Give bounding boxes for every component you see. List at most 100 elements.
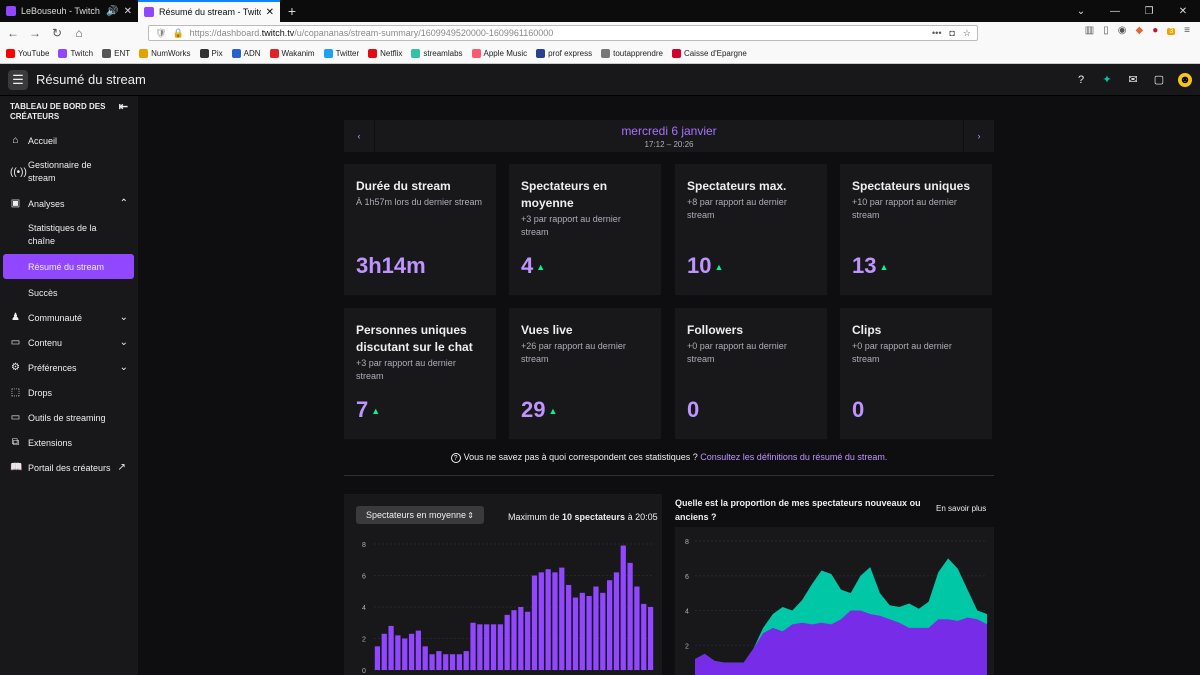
- learn-more-link[interactable]: En savoir plus: [936, 504, 987, 513]
- metric-select[interactable]: Spectateurs en moyenne ⇕: [356, 506, 484, 524]
- account-icon[interactable]: ◉: [1117, 25, 1127, 36]
- viewer-bar[interactable]: [429, 654, 435, 670]
- sparkle-icon[interactable]: ✦: [1102, 74, 1112, 86]
- sidebar-subitem-achievements[interactable]: Succès: [28, 287, 58, 298]
- viewer-bar[interactable]: [531, 575, 538, 671]
- viewer-bar[interactable]: [497, 624, 503, 670]
- extension-icon[interactable]: ◆: [1135, 25, 1144, 36]
- viewer-bar[interactable]: [538, 572, 544, 670]
- viewer-bar[interactable]: [606, 580, 613, 670]
- sidebar-item-streaming-tools[interactable]: ▭ Outils de streaming: [10, 412, 106, 423]
- sidebar-icon[interactable]: ▯: [1103, 25, 1109, 36]
- bookmark-item[interactable]: Caisse d'Epargne: [671, 49, 747, 58]
- viewer-bar[interactable]: [518, 607, 524, 670]
- viewer-bar[interactable]: [593, 586, 599, 670]
- minimize-icon[interactable]: —: [1110, 5, 1120, 17]
- viewer-bar[interactable]: [552, 572, 558, 670]
- viewer-bar[interactable]: [545, 569, 551, 670]
- viewer-bar[interactable]: [511, 610, 517, 670]
- viewer-bar[interactable]: [408, 633, 415, 670]
- sidebar-item-creator-portal[interactable]: 📖 Portail des créateurs ↗: [10, 462, 126, 473]
- sidebar-item-communaute[interactable]: ♟ Communauté ⌄: [11, 312, 128, 323]
- viewer-bar[interactable]: [395, 635, 401, 670]
- avatar[interactable]: ☻: [1178, 72, 1192, 87]
- reload-icon[interactable]: ↻: [51, 26, 63, 40]
- browser-tab[interactable]: LeBouseuh - Twitch 🔊 ✕: [0, 0, 138, 22]
- ublock-icon[interactable]: ●: [1152, 25, 1159, 36]
- viewer-bar[interactable]: [579, 592, 585, 670]
- forward-icon[interactable]: →: [29, 26, 41, 40]
- viewer-bar[interactable]: [456, 654, 462, 670]
- viewer-bar[interactable]: [402, 638, 408, 671]
- bookmark-item[interactable]: ADN: [231, 49, 261, 58]
- viewer-bar[interactable]: [436, 651, 442, 670]
- sidebar-item-extensions[interactable]: ⧉ Extensions: [11, 437, 73, 448]
- collapse-sidebar-icon[interactable]: ⇤: [118, 101, 128, 113]
- bookmark-item[interactable]: Pix: [199, 49, 223, 58]
- bookmark-item[interactable]: NumWorks: [139, 49, 191, 58]
- sidebar-item-preferences[interactable]: ⚙ Préférences ⌄: [11, 362, 128, 373]
- sidebar-item-contenu[interactable]: ▭ Contenu ⌄: [10, 337, 128, 348]
- viewer-bar[interactable]: [627, 562, 633, 670]
- viewer-bar[interactable]: [566, 584, 572, 670]
- bookmark-item[interactable]: Twitch: [58, 49, 93, 58]
- home-icon[interactable]: ⌂: [75, 26, 83, 40]
- chevron-down-icon[interactable]: ⌄: [1076, 5, 1086, 17]
- bookmark-item[interactable]: Apple Music: [471, 49, 527, 58]
- help-icon[interactable]: ?: [1077, 73, 1085, 86]
- close-tab-icon[interactable]: ✕: [265, 6, 274, 18]
- viewer-bar[interactable]: [647, 607, 654, 670]
- viewer-bar[interactable]: [374, 646, 381, 670]
- star-icon[interactable]: ☆: [962, 27, 971, 38]
- more-icon[interactable]: •••: [932, 27, 942, 38]
- back-icon[interactable]: ←: [7, 26, 19, 40]
- hamburger-menu-button[interactable]: ☰: [8, 69, 28, 90]
- sidebar-item-drops[interactable]: ⬚ Drops: [10, 387, 53, 398]
- speaker-icon[interactable]: 🔊: [106, 5, 119, 17]
- sidebar-subitem-channel-stats[interactable]: Statistiques de la chaîne: [28, 223, 97, 246]
- url-bar[interactable]: 🛡 🔒 https://dashboard.twitch.tv/u/copana…: [148, 25, 978, 41]
- viewer-bar[interactable]: [463, 651, 469, 670]
- bookmark-item[interactable]: streamlabs: [411, 49, 463, 58]
- viewer-bar[interactable]: [600, 592, 606, 670]
- viewer-bar[interactable]: [641, 603, 647, 670]
- maximize-icon[interactable]: ❐: [1144, 5, 1154, 17]
- chat-icon[interactable]: ▢: [1153, 74, 1165, 86]
- viewer-bar[interactable]: [490, 624, 497, 670]
- shield-icon[interactable]: 🛡: [155, 27, 167, 38]
- sidebar-item-stream-manager[interactable]: ((•)) Gestionnaire de stream: [10, 160, 92, 183]
- viewer-bar[interactable]: [572, 597, 579, 670]
- close-tab-icon[interactable]: ✕: [123, 5, 132, 17]
- pocket-icon[interactable]: ◘: [949, 27, 955, 38]
- viewer-bar[interactable]: [504, 614, 510, 670]
- viewer-bar[interactable]: [634, 586, 640, 670]
- browser-tab-active[interactable]: Résumé du stream - Twitch ✕: [138, 0, 280, 22]
- library-icon[interactable]: ▥: [1084, 25, 1095, 36]
- viewer-bar[interactable]: [422, 646, 428, 670]
- sidebar-item-analyses[interactable]: ▣ Analyses ⌃: [10, 198, 128, 209]
- next-stream-button[interactable]: ›: [963, 120, 994, 152]
- bookmark-item[interactable]: Wakanim: [269, 49, 315, 58]
- viewer-bar[interactable]: [525, 611, 531, 670]
- viewer-bar[interactable]: [381, 633, 387, 670]
- mail-icon[interactable]: ✉: [1128, 74, 1138, 86]
- new-tab-button[interactable]: +: [287, 3, 297, 19]
- bookmark-item[interactable]: toutapprendre: [601, 49, 663, 58]
- viewer-bar[interactable]: [477, 624, 483, 670]
- definitions-link[interactable]: Consultez les définitions du résumé du s…: [700, 452, 888, 462]
- bookmark-item[interactable]: ENT: [102, 49, 130, 58]
- viewer-bar[interactable]: [586, 595, 592, 670]
- menu-icon[interactable]: ≡: [1184, 25, 1190, 36]
- viewer-bar[interactable]: [470, 622, 476, 670]
- viewer-bar[interactable]: [443, 654, 449, 670]
- extension-badge-icon[interactable]: 3: [1167, 28, 1176, 35]
- bookmark-item[interactable]: Twitter: [323, 49, 359, 58]
- bookmark-item[interactable]: prof express: [536, 49, 592, 58]
- viewer-bar[interactable]: [484, 624, 490, 670]
- viewer-bar[interactable]: [559, 567, 565, 670]
- viewer-bar[interactable]: [449, 654, 456, 670]
- bookmark-item[interactable]: Netflix: [368, 49, 402, 58]
- sidebar-item-accueil[interactable]: ⌂ Accueil: [0, 128, 138, 153]
- bookmark-item[interactable]: YouTube: [6, 49, 49, 58]
- viewer-bar[interactable]: [620, 545, 626, 670]
